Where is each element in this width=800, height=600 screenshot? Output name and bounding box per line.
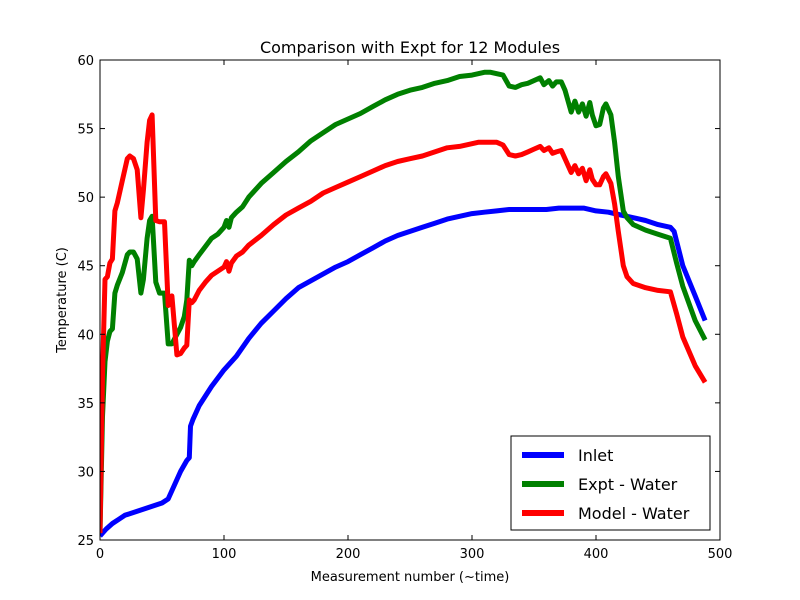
y-axis-label: Temperature (C)	[55, 247, 70, 354]
plot-frame	[99, 59, 721, 541]
x-tick-label: 0	[96, 547, 104, 562]
series-group	[100, 69, 708, 538]
y-tick-label: 25	[77, 534, 94, 549]
y-tick-label: 30	[77, 465, 94, 480]
x-tick-label: 300	[460, 547, 485, 562]
y-tick-label: 55	[77, 123, 94, 138]
legend-label: Model - Water	[578, 504, 690, 523]
series-line-1	[100, 69, 708, 534]
legend-label: Inlet	[578, 446, 613, 465]
x-tick-label: 400	[584, 547, 609, 562]
plot-area	[99, 59, 721, 541]
legend-label: Expt - Water	[578, 475, 678, 494]
y-axis: 25 30 35 40 45 50 55 60	[77, 54, 720, 549]
y-tick-label: 35	[77, 397, 94, 412]
y-tick-label: 45	[77, 260, 94, 275]
series-line-2	[100, 112, 708, 534]
y-tick-label: 50	[77, 191, 94, 206]
y-tick-label: 40	[77, 328, 94, 343]
x-tick-label: 200	[336, 547, 361, 562]
x-axis-label: Measurement number (~time)	[311, 570, 510, 585]
x-tick-label: 100	[212, 547, 237, 562]
chart-title: Comparison with Expt for 12 Modules	[260, 38, 560, 57]
legend: Inlet Expt - Water Model - Water	[510, 435, 711, 531]
x-tick-label: 500	[708, 547, 733, 562]
series-line-0	[100, 205, 708, 538]
x-axis: 0 100 200 300 400 500	[96, 60, 733, 562]
y-tick-label: 60	[77, 54, 94, 69]
